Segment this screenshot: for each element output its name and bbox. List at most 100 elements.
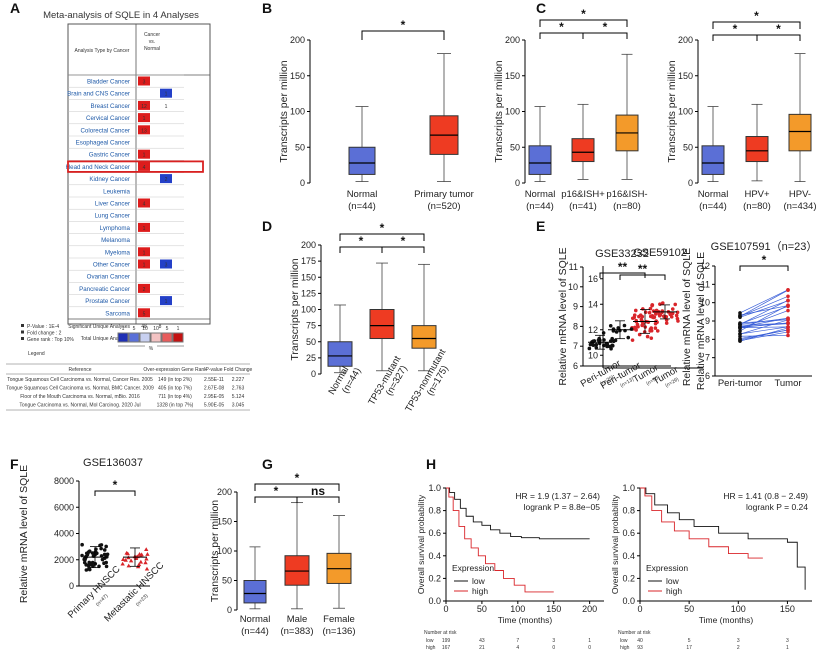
ref-cell: 149 (in top 2%) [158,377,192,383]
ref-cell: 2.227 [232,377,245,383]
ref-cell: Tongue Squamous Cell Carcinoma vs. Norma… [6,386,154,392]
underexpression-count: 2 [165,177,168,183]
F-point [144,566,150,571]
H1-x-tick-label: 200 [582,604,597,614]
E1-point [648,327,653,332]
H1-risk-low: 199 [442,638,451,644]
E2-point [673,302,678,307]
overexpression-count: 3 [143,80,146,86]
E1-point [587,346,592,351]
E2-point [650,314,655,318]
E2-point [626,335,631,340]
panel-label-H: H [426,456,436,472]
E3-paired-line [739,289,789,317]
G-category-label: (n=383) [280,626,313,637]
E1-point [588,342,593,347]
E1-title: GSE33232 [595,248,649,260]
H1-x-axis-label: Time (months) [498,615,553,625]
H1-x-tick-label: 100 [510,604,525,614]
C2-sig-bracket [756,34,801,41]
legend-line-2: Gene rank : Top 10% [27,337,74,343]
E3-point-tumor [786,333,790,338]
underexpression-count: 1 [165,104,168,110]
E3-paired-line [739,289,789,314]
E3-paired-line [739,295,789,317]
scale-swatch [172,332,184,343]
cancer-type-label: Gastric Cancer [89,152,130,159]
ref-cell: 2.95E-05 [204,394,225,400]
E2-point [674,313,679,318]
overexpression-count: 2 [143,287,146,293]
E3-point-peri [738,329,742,333]
legend-bullet [21,337,24,340]
D-sig-label: * [380,221,385,235]
G-sig-label: * [274,484,279,498]
E2-point [675,310,680,315]
C2-box [745,136,769,163]
oncomine-frame [67,23,211,325]
C2-y-tick-label: 50 [683,142,693,152]
overexpression-count: 1 [143,226,146,232]
D-y-tick-label: 175 [301,256,316,266]
H1-x-tick-label: 0 [443,604,448,614]
E3-category-label: Tumor [774,378,801,389]
F-y-tick-label: 6000 [54,502,74,512]
significant-label: Significant Unique Analyses [68,324,130,330]
F-y-axis-label: Relative mRNA level of SQLE [18,465,30,603]
E3-point-tumor [786,298,790,303]
column-header-1: vs. [149,39,155,45]
E3-y-tick-label: 8 [705,334,710,344]
G-y-tick-label: 50 [222,576,232,586]
C2-sig-label: * [733,22,738,36]
F-point [138,559,144,564]
E3-y-tick-label: 7 [705,353,710,363]
E3-point-peri [738,338,742,343]
ref-cell: 1328 (in top 7%) [157,403,194,409]
F-point [80,553,84,558]
underexpression-cell [160,296,172,306]
ref-header-0: Reference [68,367,91,373]
F-point [99,546,103,551]
panel-label-G: G [262,456,273,472]
D-y-tick-label: 200 [301,240,316,250]
E3-title: GSE107591（n=23） [711,240,818,253]
C1-box [528,145,552,175]
ref-cell: 3.045 [232,403,245,409]
H2-logrank: logrank P = 0.24 [746,502,808,512]
ref-cell: 2.55E-11 [204,377,224,383]
scale-swatch [150,332,162,343]
E1-point [647,310,652,315]
cancer-type-label: Head and Neck Cancer [66,164,130,171]
E1-point [643,310,648,315]
H2-y-tick-label: 0.6 [622,528,635,538]
C1-y-tick-label: 200 [505,35,520,45]
E2-point [622,323,627,328]
G-y-tick-label: 200 [217,487,232,497]
G-sig-label: * [295,471,300,485]
overexpression-cell [138,259,150,269]
H1-legend-title: Expression [452,563,494,573]
H1-risk-high: 21 [479,645,485,651]
panel-label-B: B [262,0,272,16]
E3-paired-line [739,319,789,324]
legend-line-1: Fold change : 2 [27,331,62,337]
E1-y-tick-label: 9 [573,302,578,312]
overexpression-count: 13 [141,128,147,134]
scale-number: 10 [153,326,159,332]
G-category-label: Female [323,614,355,625]
H2-legend-high: high [666,586,682,596]
E1-point [610,343,615,348]
E3-point-peri [738,314,742,319]
ref-header-3: Fold Change [224,367,253,373]
scale-swatch [139,332,151,343]
F-point [120,561,125,566]
cancer-type-label: Brain and CNS Cancer [67,91,130,98]
cancer-type-label: Other Cancer [93,262,130,269]
F-point [104,553,108,557]
F-point [143,560,148,565]
E1-point [640,323,644,328]
H1-x-tick-label: 50 [477,604,487,614]
analysis-type-label: Analysis Type by Cancer [75,48,130,54]
E3-paired-line [739,310,789,329]
